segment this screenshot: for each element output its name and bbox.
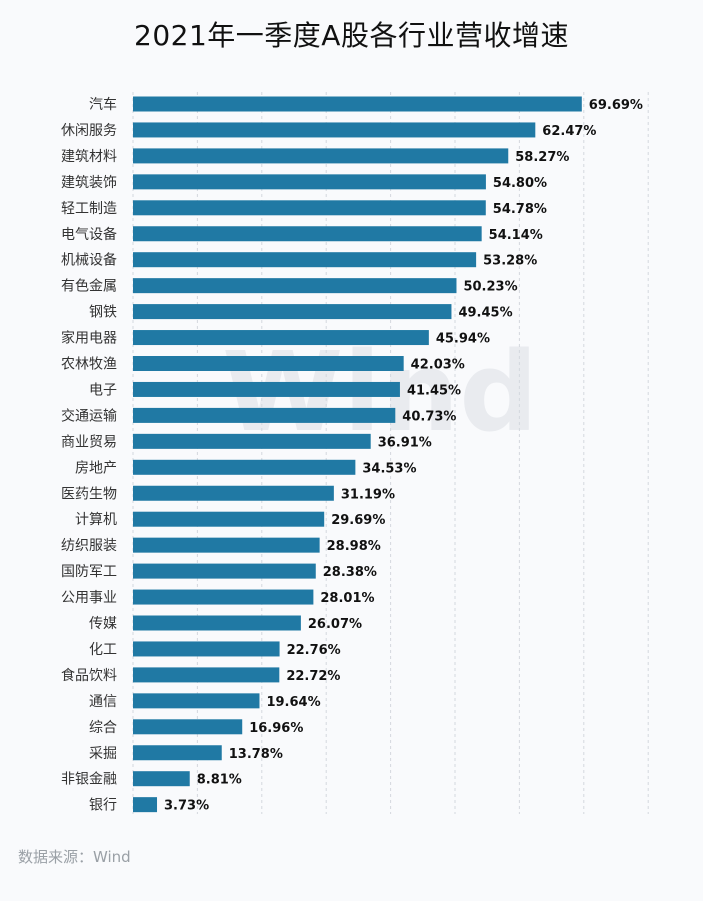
category-label: 交通运输 [61, 407, 117, 424]
value-label: 29.69% [331, 513, 385, 528]
bar [133, 407, 396, 423]
bar [133, 278, 457, 294]
category-label: 化工 [89, 642, 117, 658]
value-label: 42.03% [411, 358, 465, 373]
category-label: 综合 [89, 720, 117, 736]
bar [133, 356, 404, 371]
category-label: 商业贸易 [61, 434, 117, 450]
category-label: 汽车 [89, 96, 117, 113]
value-label: 26.07% [308, 617, 362, 632]
value-label: 54.14% [489, 228, 543, 243]
category-label: 农林牧渔 [61, 357, 117, 373]
category-label: 轻工制造 [61, 201, 117, 217]
category-label: 电子 [89, 382, 117, 398]
value-label: 69.69% [589, 98, 643, 113]
bar [133, 226, 482, 242]
category-label: 国防军工 [61, 564, 117, 580]
category-label: 休闲服务 [61, 123, 117, 139]
value-label: 22.72% [286, 669, 340, 684]
bar [133, 615, 301, 631]
category-label: 计算机 [75, 512, 117, 528]
bar [133, 252, 477, 268]
value-label: 16.96% [249, 721, 303, 736]
value-label: 54.78% [493, 202, 547, 217]
category-label: 有色金属 [61, 278, 117, 295]
value-label: 22.76% [287, 643, 341, 658]
category-label: 钢铁 [89, 305, 117, 321]
bar [133, 771, 190, 787]
category-label: 食品饮料 [61, 667, 117, 684]
bar [133, 381, 400, 397]
value-label: 40.73% [402, 409, 456, 424]
value-label: 19.64% [266, 695, 320, 710]
category-label: 银行 [89, 798, 117, 814]
bar [133, 459, 356, 475]
bar [133, 563, 316, 579]
bar [133, 122, 536, 138]
value-label: 3.73% [164, 799, 209, 814]
bar [133, 641, 280, 657]
value-label: 41.45% [407, 383, 461, 398]
bar [133, 148, 509, 164]
bar [133, 797, 158, 813]
category-label: 非银金融 [61, 772, 117, 788]
value-label: 49.45% [458, 306, 512, 321]
value-label: 31.19% [341, 487, 395, 502]
category-label: 公用事业 [61, 590, 117, 606]
bar [133, 719, 243, 735]
category-label: 房地产 [75, 460, 117, 476]
bar [133, 96, 582, 112]
value-label: 45.94% [436, 332, 490, 347]
category-label: 采掘 [89, 746, 117, 762]
category-label: 通信 [89, 694, 117, 710]
value-label: 8.81% [197, 773, 242, 788]
value-label: 58.27% [515, 150, 569, 165]
category-label: 机械设备 [61, 252, 117, 269]
category-label: 建筑装饰 [61, 175, 117, 191]
bar [133, 667, 280, 683]
bar [133, 485, 334, 501]
category-label: 建筑材料 [61, 149, 117, 165]
value-label: 36.91% [378, 435, 432, 450]
value-label: 62.47% [542, 124, 596, 139]
bar [133, 693, 260, 709]
category-label: 传媒 [89, 616, 117, 632]
value-label: 53.28% [483, 254, 537, 269]
bar [133, 589, 314, 605]
category-label: 医药生物 [61, 486, 117, 502]
value-label: 13.78% [229, 747, 283, 762]
category-label: 家用电器 [61, 330, 117, 347]
bar [133, 200, 486, 216]
value-label: 28.38% [323, 565, 377, 580]
bar [133, 433, 371, 449]
value-label: 54.80% [493, 176, 547, 191]
bar [133, 330, 429, 346]
category-label: 电气设备 [61, 226, 117, 243]
value-label: 50.23% [463, 280, 517, 295]
bar [133, 511, 325, 527]
source-note: 数据来源：Wind [18, 848, 131, 866]
bar [133, 174, 486, 190]
value-label: 28.98% [327, 539, 381, 554]
bar [133, 745, 222, 761]
bar [133, 537, 320, 553]
chart-title: 2021年一季度A股各行业营收增速 [134, 19, 569, 52]
value-label: 28.01% [320, 591, 374, 606]
category-label: 纺织服装 [61, 538, 117, 554]
value-label: 34.53% [362, 461, 416, 476]
bar [133, 304, 452, 320]
